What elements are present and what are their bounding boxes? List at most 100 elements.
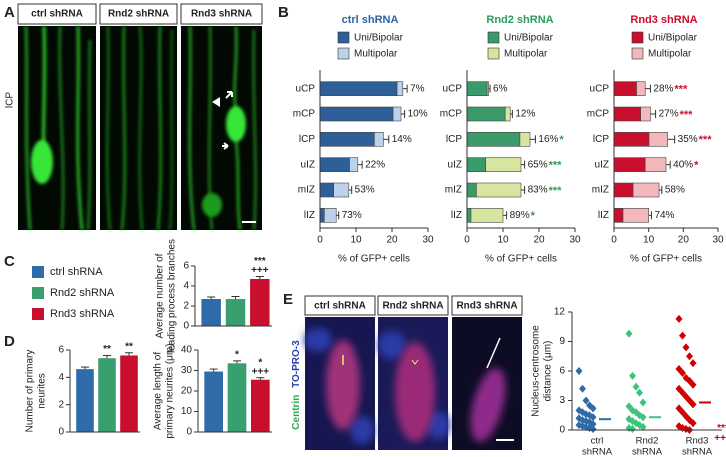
legend-swatch xyxy=(337,47,350,60)
percent-label: 12% xyxy=(515,109,535,120)
side-label-part: Centrin xyxy=(291,395,302,430)
category-label: lCP xyxy=(593,134,609,145)
y-tick-label: 0 xyxy=(58,427,64,438)
x-axis-label: % of GFP+ cells xyxy=(485,254,557,265)
data-point xyxy=(686,352,693,361)
y-tick-label: 0 xyxy=(183,321,189,332)
data-point xyxy=(689,419,697,428)
bar-segment xyxy=(613,182,634,198)
percent-label: 10% xyxy=(408,109,428,120)
legend-label: Rnd2 shRNA xyxy=(50,287,115,299)
category-label: lCP xyxy=(299,134,315,145)
header-box xyxy=(377,295,449,316)
x-axis-label: % of GFP+ cells xyxy=(338,254,410,265)
x-tick-label: shRNA xyxy=(582,447,613,457)
legend-label: Multipolar xyxy=(504,49,548,60)
stat-label: +++ xyxy=(714,433,726,444)
stat-label: +++ xyxy=(252,366,270,377)
stat-label: +++ xyxy=(251,265,269,276)
x-tick-label: 20 xyxy=(533,235,545,246)
data-point xyxy=(679,331,686,340)
bar-segment xyxy=(613,106,641,122)
header-box xyxy=(304,295,376,316)
data-point xyxy=(689,380,697,389)
data-point xyxy=(639,413,647,422)
x-tick-label: 0 xyxy=(611,235,617,246)
bar-segment xyxy=(644,157,667,172)
x-axis-label: % of GFP+ cells xyxy=(630,254,702,265)
soma xyxy=(31,140,53,184)
x-tick-label: 30 xyxy=(569,235,581,246)
bar-segment xyxy=(392,106,402,122)
y-axis-label: Average number of xyxy=(155,253,166,338)
x-tick-label: 10 xyxy=(497,235,509,246)
y-tick-label: 3 xyxy=(559,395,565,406)
category-label: mIZ xyxy=(592,185,609,196)
stat-label: * xyxy=(531,210,536,222)
bar-segment xyxy=(485,157,522,172)
x-tick-label: shRNA xyxy=(682,447,713,457)
data-point xyxy=(675,314,683,323)
percent-label: 83% xyxy=(528,185,548,196)
stat-label: * xyxy=(694,160,699,172)
cell xyxy=(470,368,506,442)
y-tick-label: 6 xyxy=(58,345,64,356)
y-axis-label: primary neurites (μm) xyxy=(165,343,176,438)
image-header: Rnd2 shRNA xyxy=(382,301,443,312)
bar-segment xyxy=(396,81,404,96)
category-label: lIZ xyxy=(451,210,462,221)
y-tick-label: 9 xyxy=(559,336,565,347)
category-label: lIZ xyxy=(304,210,315,221)
cell xyxy=(395,342,435,442)
percent-label: 73% xyxy=(342,210,362,221)
data-point xyxy=(575,367,583,375)
percent-label: 27% xyxy=(659,109,679,120)
legend-label: Multipolar xyxy=(648,49,692,60)
bar xyxy=(98,358,116,432)
bar-segment xyxy=(466,81,488,96)
stat-label: * xyxy=(559,134,564,146)
y-tick-label: 4 xyxy=(183,281,189,292)
category-label: uCP xyxy=(296,83,316,94)
bar-segment xyxy=(466,182,477,198)
percent-label: 74% xyxy=(654,210,674,221)
data-point xyxy=(589,425,597,434)
bar-segment xyxy=(319,81,398,96)
data-point xyxy=(636,388,643,397)
x-tick-label: Rnd3 xyxy=(686,436,709,447)
y-tick-label: 30 xyxy=(181,365,193,376)
bar-segment xyxy=(466,208,472,223)
y-axis-label: neurites xyxy=(37,373,48,409)
data-point xyxy=(639,398,647,407)
header-box xyxy=(17,3,97,25)
legend-label: Uni/Bipolar xyxy=(504,33,554,44)
image-header: Rnd2 shRNA xyxy=(108,9,169,20)
bar-segment xyxy=(466,106,506,122)
category-label: uCP xyxy=(590,83,610,94)
fibers xyxy=(106,25,173,231)
soma xyxy=(226,106,246,142)
bar-segment xyxy=(648,132,669,147)
header-box xyxy=(451,295,523,316)
y-tick-label: 2 xyxy=(183,301,189,312)
side-label-part: TO-PRO-3 xyxy=(291,340,302,388)
y-tick-label: 4 xyxy=(58,372,64,383)
bar-segment xyxy=(319,157,350,172)
stat-label: *** xyxy=(549,185,563,197)
legend-swatch xyxy=(631,47,644,60)
percent-label: 40% xyxy=(673,159,693,170)
data-point xyxy=(589,404,597,413)
x-tick-label: 0 xyxy=(464,235,470,246)
category-label: uIZ xyxy=(448,159,462,170)
y-tick-label: 0 xyxy=(559,425,565,436)
bar xyxy=(204,371,223,432)
chart-title: ctrl shRNA xyxy=(342,14,399,26)
data-point xyxy=(639,423,647,432)
x-tick-label: Rnd2 xyxy=(636,436,659,447)
panel-letter: D xyxy=(4,333,15,350)
category-label: mCP xyxy=(293,109,316,120)
category-label: uIZ xyxy=(301,159,315,170)
legend-swatch xyxy=(631,31,644,44)
bar xyxy=(201,299,221,326)
panel-letter: E xyxy=(283,291,293,308)
